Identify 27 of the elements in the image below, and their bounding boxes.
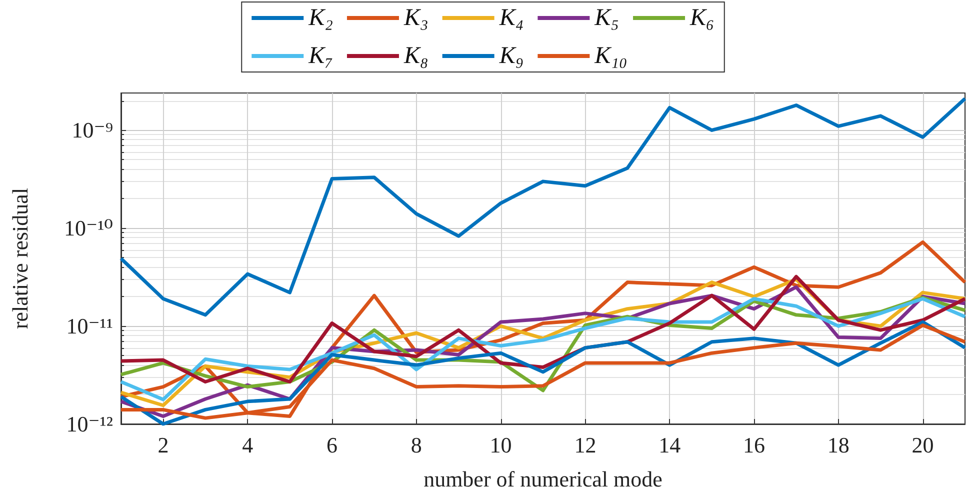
legend-label: K₉: [498, 43, 524, 69]
x-axis-title: number of numerical mode: [424, 466, 662, 492]
y-axis-title: relative residual: [8, 188, 32, 330]
legend-label: K₄: [498, 5, 524, 31]
x-tick-label: 8: [410, 432, 422, 458]
line-series: [119, 274, 966, 384]
x-tick-label: 6: [326, 432, 338, 458]
x-tick-label: 4: [242, 432, 254, 458]
legend-label: K₆: [689, 5, 714, 31]
legend-label: K₁₀: [594, 43, 628, 69]
y-tick-label: 10⁻⁹: [72, 118, 114, 143]
x-tick-label: 10: [490, 432, 512, 458]
legend-label: K₂: [308, 5, 333, 31]
y-tick-label: 10⁻¹²: [66, 412, 114, 436]
legend-label: K₃: [402, 5, 428, 31]
x-tick-label: 2: [158, 432, 169, 458]
x-tick-label: 12: [574, 432, 596, 458]
legend-label: K₈: [402, 43, 428, 69]
legend-label: K₇: [308, 43, 333, 69]
x-tick-label: 20: [912, 432, 934, 458]
x-tick-label: 16: [743, 432, 765, 458]
legend-label: K₅: [594, 5, 620, 31]
line-series: [119, 96, 966, 317]
x-tick-label: 14: [658, 432, 681, 458]
x-tick-label: 18: [827, 432, 850, 458]
y-tick-label: 10⁻¹¹: [66, 314, 113, 339]
y-tick-label: 10⁻¹⁰: [64, 216, 114, 241]
